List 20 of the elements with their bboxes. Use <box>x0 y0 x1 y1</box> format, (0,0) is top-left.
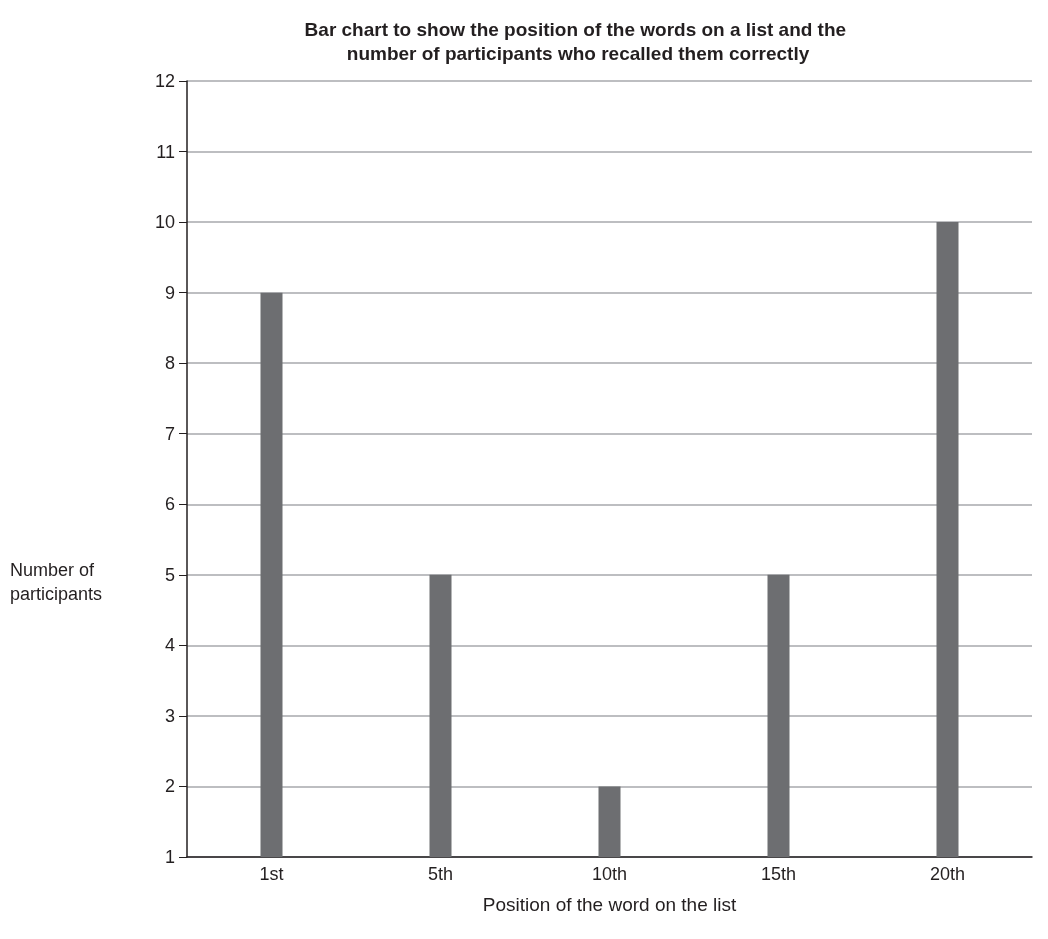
x-tick-label: 15th <box>760 864 797 884</box>
y-tick-label: 8 <box>164 353 175 374</box>
x-tick-label: 1st <box>259 864 284 884</box>
y-tick-label: 3 <box>164 705 175 726</box>
x-tick-label: 5th <box>427 864 454 884</box>
y-axis-title: Number of participants <box>10 560 103 604</box>
chart-title: Bar chart to show the position of the words on a list and the number of participants who recalled them correctly <box>304 18 852 64</box>
y-tick-label: 10 <box>154 212 175 233</box>
y-tick-label: 5 <box>164 564 175 585</box>
y-tick-label: 2 <box>164 776 175 797</box>
y-tick-label: 7 <box>164 423 175 444</box>
y-tick-label: 12 <box>154 71 175 91</box>
y-tick-label: 11 <box>156 141 175 162</box>
x-axis-title: Position of the word on the list <box>482 894 737 915</box>
x-tick-label: 20th <box>929 864 966 884</box>
y-tick-label: 6 <box>164 494 175 515</box>
x-tick-label: 10th <box>591 864 628 884</box>
y-tick-label: 4 <box>164 635 175 656</box>
y-tick-label: 1 <box>164 847 175 867</box>
y-tick-label: 9 <box>164 282 175 303</box>
